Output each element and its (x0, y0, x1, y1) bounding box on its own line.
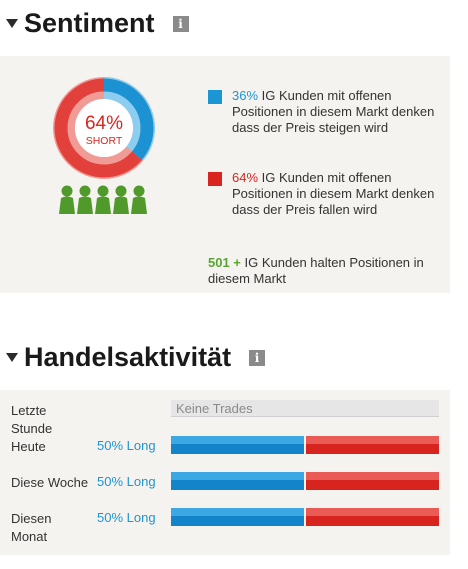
row-label-diesen-monat: Diesen Monat (11, 511, 52, 544)
long-segment (171, 472, 304, 490)
long-description: IG Kunden mit offenen Positionen in dies… (232, 88, 435, 135)
collapse-sentiment-toggle[interactable] (6, 19, 18, 28)
row-value-diesen-monat: 50% Long (97, 510, 156, 525)
clients-count: 501 + (208, 255, 241, 270)
collapse-handel-toggle[interactable] (6, 353, 18, 362)
clients-description: IG Kunden halten Positionen in diesem Ma… (208, 255, 424, 286)
short-percent: 64% (232, 170, 259, 185)
donut-percent-label: 64% (85, 113, 123, 134)
short-segment (306, 436, 439, 454)
no-trades-bar: Keine Trades (171, 400, 439, 417)
donut-direction-label: SHORT (86, 135, 123, 147)
clients-count-text: 501 + IG Kunden halten Positionen in die… (208, 255, 443, 287)
person-icon (77, 185, 93, 214)
short-description: IG Kunden mit offenen Positionen in dies… (232, 170, 435, 217)
info-icon[interactable]: i (249, 349, 266, 366)
donut-center (75, 99, 133, 157)
activity-bar-diese-woche (171, 472, 439, 490)
short-color-swatch (208, 172, 222, 186)
sentiment-panel: 64% SHORT 36% IG Kunden mit offenen Posi… (0, 56, 450, 293)
handelsaktivitaet-title: Handelsaktivität (24, 342, 232, 372)
legend-long: 36% IG Kunden mit offenen Positionen in … (208, 88, 443, 136)
person-icon (113, 185, 129, 214)
person-icon (131, 185, 147, 214)
activity-bar-diesen-monat (171, 508, 439, 526)
long-percent: 36% (232, 88, 259, 103)
row-label-diese-woche: Diese Woche (11, 475, 89, 490)
sentiment-donut-chart: 64% SHORT (53, 77, 155, 179)
sentiment-header: Sentiment i (6, 8, 189, 39)
row-label-letzte-stunde: Letzte Stunde (11, 403, 53, 436)
legend-short: 64% IG Kunden mit offenen Positionen in … (208, 170, 443, 218)
person-icon (95, 185, 111, 214)
row-value-diese-woche: 50% Long (97, 474, 156, 489)
row-value-heute: 50% Long (97, 438, 156, 453)
long-color-swatch (208, 90, 222, 104)
people-icon-group (59, 185, 147, 214)
activity-bar-heute (171, 436, 439, 454)
handelsaktivitaet-header: Handelsaktivität i (6, 342, 266, 373)
donut-long-arc (54, 78, 154, 178)
row-label-heute: Heute (11, 439, 46, 454)
person-icon (59, 185, 75, 214)
info-icon[interactable]: i (172, 15, 189, 32)
sentiment-title: Sentiment (24, 8, 155, 38)
handelsaktivitaet-panel: Letzte Stunde Keine Trades Heute 50% Lon… (0, 390, 450, 555)
long-segment (171, 436, 304, 454)
short-segment (306, 472, 439, 490)
long-segment (171, 508, 304, 526)
short-segment (306, 508, 439, 526)
